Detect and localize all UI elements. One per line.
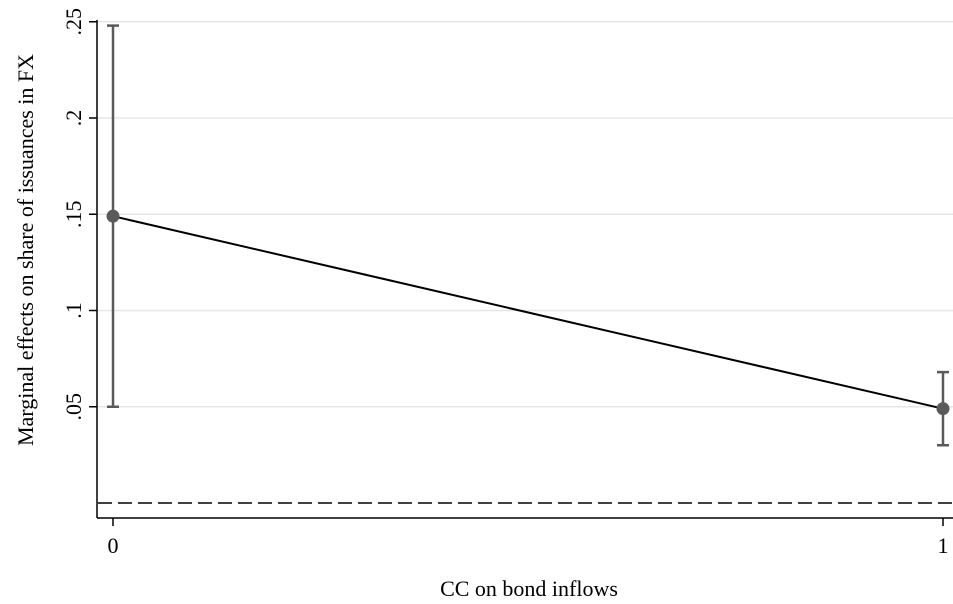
data-point-0-1 xyxy=(936,402,950,416)
series-group xyxy=(106,24,950,447)
x-tick-label-1: 1 xyxy=(938,533,949,558)
data-point-0-0 xyxy=(106,209,120,223)
gridlines xyxy=(98,21,953,408)
y-tick-label-4: .25 xyxy=(61,8,86,36)
y-tick-label-3: .2 xyxy=(61,110,86,127)
y-tick-label-2: .15 xyxy=(61,201,86,229)
x-axis-title: CC on bond inflows xyxy=(440,576,618,601)
y-axis-title: Marginal effects on share of issuances i… xyxy=(13,54,38,446)
y-tick-label-0: .05 xyxy=(61,393,86,421)
axes: .05 .1 .15 .2 .25 0 1 xyxy=(61,8,953,558)
series-line-0 xyxy=(112,215,944,410)
x-tick-label-0: 0 xyxy=(108,533,119,558)
y-tick-label-1: .1 xyxy=(61,302,86,319)
